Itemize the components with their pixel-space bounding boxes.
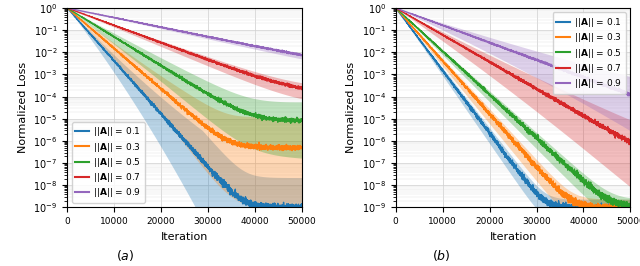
Legend: $||\mathbf{A}||$ = 0.1, $||\mathbf{A}||$ = 0.3, $||\mathbf{A}||$ = 0.5, $||\math: $||\mathbf{A}||$ = 0.1, $||\mathbf{A}||$… [72,122,145,203]
Y-axis label: Normalized Loss: Normalized Loss [18,62,28,153]
Legend: $||\mathbf{A}||$ = 0.1, $||\mathbf{A}||$ = 0.3, $||\mathbf{A}||$ = 0.5, $||\math: $||\mathbf{A}||$ = 0.1, $||\mathbf{A}||$… [552,13,626,94]
Y-axis label: Normalized Loss: Normalized Loss [346,62,356,153]
Text: $(a)$: $(a)$ [116,248,134,263]
X-axis label: Iteration: Iteration [161,232,208,242]
X-axis label: Iteration: Iteration [490,232,537,242]
Text: $(b)$: $(b)$ [432,248,451,263]
